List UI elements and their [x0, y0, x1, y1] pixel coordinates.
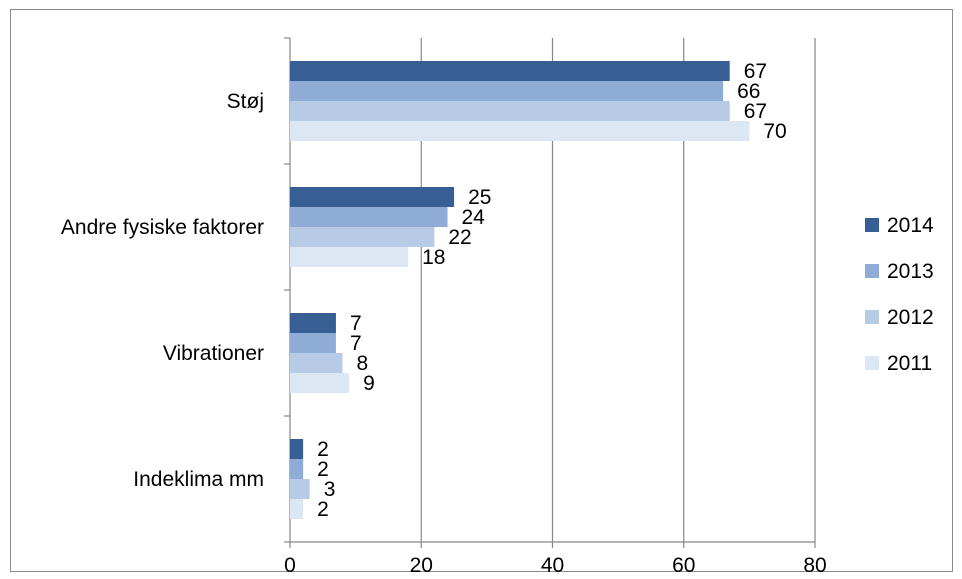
legend-label-2012: 2012: [887, 306, 934, 329]
bar-2013-0: [290, 81, 723, 101]
bar-2012-0: [290, 101, 730, 121]
x-tick-label-20: 20: [410, 554, 433, 577]
data-label-2012-1: 22: [448, 226, 471, 249]
bar-2014-2: [290, 313, 336, 333]
bar-2012-1: [290, 227, 434, 247]
bar-2014-0: [290, 61, 730, 81]
bar-2013-2: [290, 333, 336, 353]
data-label-2011-2: 9: [363, 372, 375, 395]
category-label-0: Støj: [227, 90, 264, 113]
bar-2014-1: [290, 187, 454, 207]
x-tick-label-60: 60: [672, 554, 695, 577]
bar-2014-3: [290, 439, 303, 459]
category-label-1: Andre fysiske faktorer: [61, 216, 264, 239]
category-label-2: Vibrationer: [163, 342, 264, 365]
legend-label-2014: 2014: [887, 214, 934, 237]
data-label-2011-0: 70: [763, 120, 786, 143]
bar-2012-2: [290, 353, 343, 373]
legend-swatch-2013: [865, 264, 879, 278]
category-label-3: Indeklima mm: [133, 468, 264, 491]
x-tick-label-40: 40: [541, 554, 564, 577]
legend-label-2013: 2013: [887, 260, 934, 283]
legend-swatch-2012: [865, 310, 879, 324]
bar-2012-3: [290, 479, 310, 499]
data-label-2011-1: 18: [422, 246, 445, 269]
bar-2011-1: [290, 247, 408, 267]
legend-swatch-2011: [865, 356, 879, 370]
legend-swatch-2014: [865, 218, 879, 232]
data-label-2011-3: 2: [317, 498, 329, 521]
x-tick-label-0: 0: [284, 554, 296, 577]
bar-2011-2: [290, 373, 349, 393]
bar-2013-3: [290, 459, 303, 479]
bar-2011-3: [290, 499, 303, 519]
x-tick-label-80: 80: [803, 554, 826, 577]
legend-label-2011: 2011: [887, 352, 932, 375]
bar-2013-1: [290, 207, 448, 227]
bar-2011-0: [290, 121, 749, 141]
